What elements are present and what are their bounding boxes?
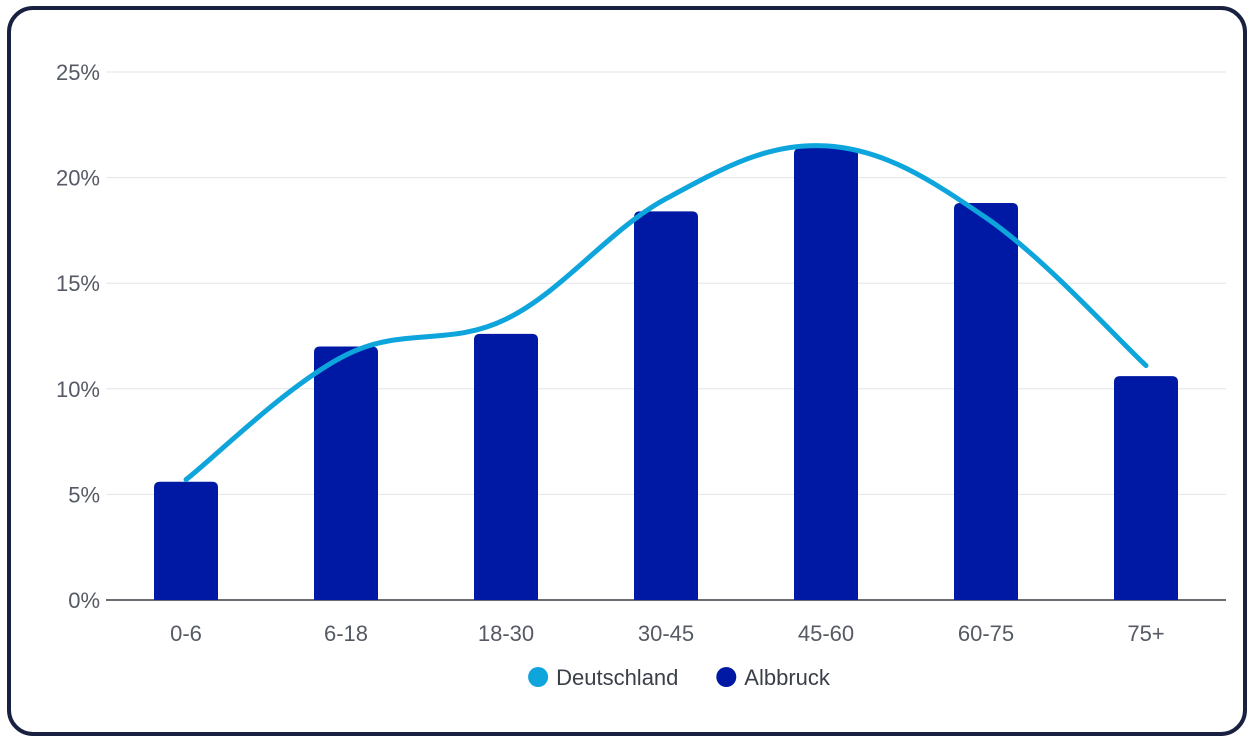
bars: [154, 148, 1178, 601]
bar-45-60: [794, 148, 858, 601]
legend-item-Albbruck[interactable]: Albbruck: [716, 665, 831, 690]
x-tick-label: 75+: [1127, 621, 1164, 646]
bar-18-30: [474, 333, 538, 600]
bar-75+: [1114, 376, 1178, 600]
legend: Deutschland Albbruck: [528, 665, 831, 690]
y-axis-ticks: 0% 5% 10% 15% 20% 25%: [56, 60, 100, 613]
x-tick-label: 18-30: [478, 621, 534, 646]
bar-0-6: [154, 481, 218, 600]
y-tick-label: 0%: [68, 588, 100, 613]
x-tick-label: 0-6: [170, 621, 202, 646]
y-tick-label: 20%: [56, 166, 100, 191]
line-series: [183, 143, 1149, 483]
y-tick-label: 5%: [68, 482, 100, 507]
y-tick-label: 15%: [56, 271, 100, 296]
bar-60-75: [954, 202, 1018, 600]
bar-6-18: [314, 346, 378, 600]
legend-marker-icon: [716, 667, 737, 687]
legend-label: Albbruck: [744, 665, 831, 690]
legend-marker-icon: [528, 667, 549, 687]
x-tick-label: 45-60: [798, 621, 854, 646]
x-tick-label: 30-45: [638, 621, 694, 646]
chart-card: [7, 6, 1247, 736]
line-Deutschland: [183, 143, 1149, 483]
y-tick-label: 25%: [56, 60, 100, 85]
bar-30-45: [634, 211, 698, 600]
y-tick-label: 10%: [56, 377, 100, 402]
legend-item-Deutschland[interactable]: Deutschland: [528, 665, 678, 690]
x-tick-label: 60-75: [958, 621, 1014, 646]
x-axis-ticks: 0-6 6-18 18-30 30-45 45-60 60-75 75+: [170, 621, 1165, 646]
x-tick-label: 6-18: [324, 621, 368, 646]
legend-label: Deutschland: [556, 665, 678, 690]
